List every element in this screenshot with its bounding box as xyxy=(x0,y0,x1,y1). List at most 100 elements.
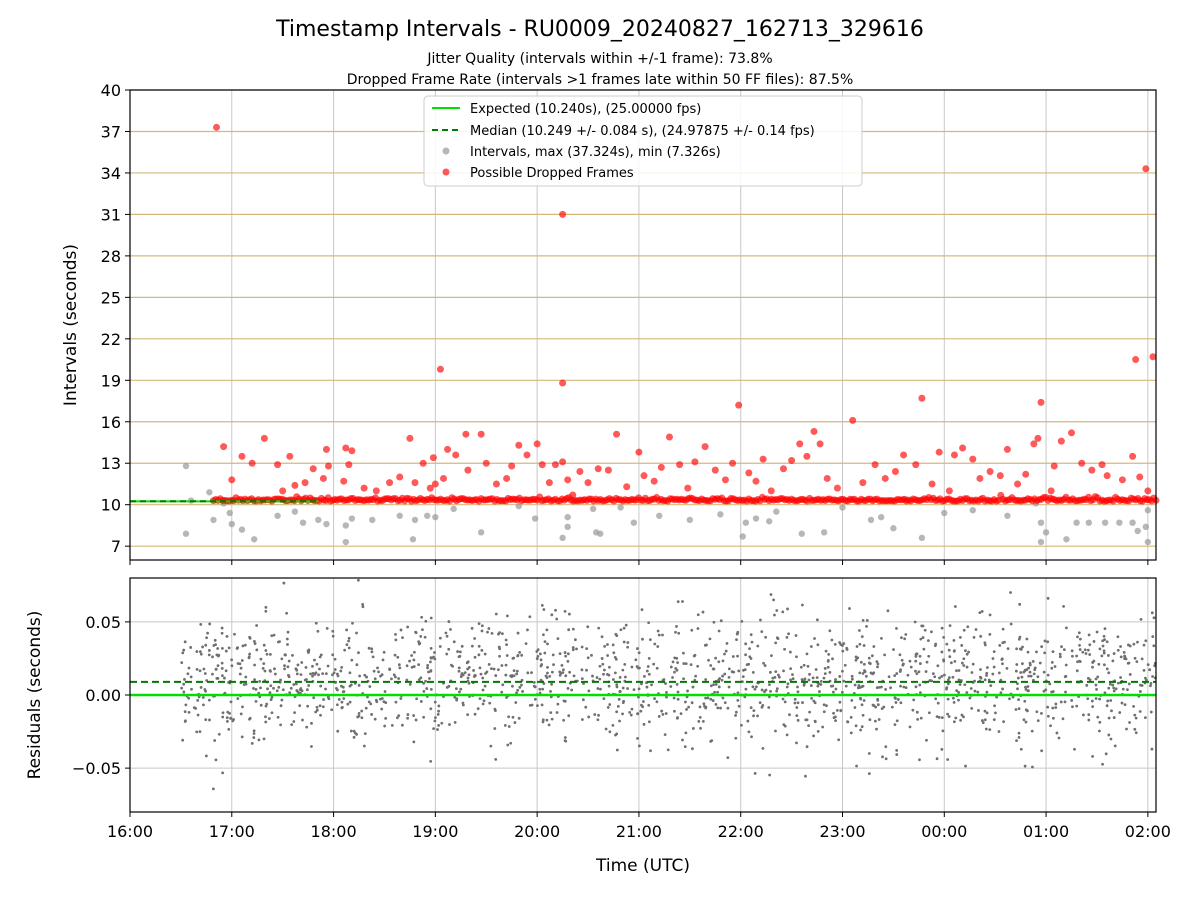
residual-point xyxy=(207,653,211,657)
residual-point xyxy=(808,710,812,714)
residual-point xyxy=(964,764,967,768)
residual-point xyxy=(590,653,593,657)
residual-point xyxy=(861,672,865,675)
residual-point xyxy=(791,673,794,677)
residual-point xyxy=(925,738,928,742)
dropped-frame-point xyxy=(950,451,958,459)
residual-point xyxy=(220,661,224,665)
residual-point xyxy=(429,660,432,664)
residual-point xyxy=(684,731,688,735)
residual-point xyxy=(940,650,944,654)
residual-point xyxy=(970,706,974,710)
residual-point xyxy=(1064,674,1068,678)
y-tick-label: 19 xyxy=(101,371,121,390)
residual-point xyxy=(512,674,516,678)
residual-point xyxy=(357,651,360,655)
y-tick-label: 22 xyxy=(101,330,121,349)
interval-point xyxy=(559,534,566,542)
residual-point xyxy=(563,736,567,739)
residual-point xyxy=(315,705,319,709)
residual-point xyxy=(448,723,451,726)
residual-point xyxy=(703,704,706,708)
residual-point xyxy=(1152,616,1156,620)
dropped-frame-point xyxy=(228,476,236,484)
residual-point xyxy=(538,687,542,691)
residual-point xyxy=(1049,724,1052,728)
residual-point xyxy=(613,655,617,659)
residual-point xyxy=(607,673,611,677)
residual-point xyxy=(1070,654,1074,658)
residual-point xyxy=(626,641,630,644)
residual-point xyxy=(685,708,688,711)
residual-point xyxy=(293,711,296,715)
interval-point xyxy=(1142,523,1150,531)
residual-point xyxy=(248,716,252,720)
residual-point xyxy=(1106,654,1110,657)
residual-point xyxy=(886,609,890,613)
residual-point xyxy=(496,668,500,672)
residual-point xyxy=(244,675,248,679)
residual-point xyxy=(794,634,798,637)
residual-point xyxy=(841,649,845,653)
residual-point xyxy=(1018,635,1022,639)
residual-point xyxy=(648,638,652,642)
residual-point xyxy=(647,672,651,676)
residual-point xyxy=(504,663,508,667)
residual-point xyxy=(793,701,797,705)
dropped-frame-point xyxy=(779,465,787,473)
residual-point xyxy=(1109,737,1113,741)
residual-point xyxy=(422,715,426,719)
interval-point xyxy=(656,512,663,519)
residual-point xyxy=(854,658,858,662)
residual-point xyxy=(509,674,512,678)
residual-point xyxy=(1054,706,1058,709)
residual-point xyxy=(412,740,416,744)
residual-point xyxy=(473,712,477,716)
residual-point xyxy=(273,667,276,671)
residual-point xyxy=(873,719,877,723)
residual-point xyxy=(255,624,259,627)
residual-point xyxy=(980,610,984,613)
residual-point xyxy=(570,688,574,692)
residual-point xyxy=(536,704,539,708)
residual-point xyxy=(720,678,724,682)
residual-point xyxy=(942,658,945,662)
residual-point xyxy=(1138,690,1142,693)
residual-point xyxy=(985,674,988,677)
residual-point xyxy=(350,658,354,662)
residual-point xyxy=(745,663,749,667)
residual-point xyxy=(876,703,880,707)
residual-point xyxy=(1090,699,1094,703)
residual-point xyxy=(563,651,567,654)
residual-point xyxy=(867,752,871,755)
residual-point xyxy=(941,729,945,733)
residual-point xyxy=(530,703,534,707)
residual-point xyxy=(498,647,502,651)
residual-point xyxy=(764,688,768,692)
dropped-frame-point xyxy=(935,448,943,456)
residual-point xyxy=(314,621,318,625)
residual-point xyxy=(830,638,834,642)
residual-point xyxy=(642,700,645,703)
residual-point xyxy=(973,679,976,683)
residual-point xyxy=(334,687,338,690)
residual-point xyxy=(595,676,599,679)
residual-point xyxy=(500,632,504,636)
residual-point xyxy=(566,687,570,690)
residual-point xyxy=(429,687,433,691)
residual-point xyxy=(783,724,787,728)
residual-point xyxy=(458,690,461,694)
residual-point xyxy=(621,701,625,704)
residual-point xyxy=(458,650,462,654)
residual-point xyxy=(1016,676,1020,680)
residual-point xyxy=(814,668,818,671)
residual-point xyxy=(1064,690,1067,694)
residual-point xyxy=(789,667,793,671)
x-tick-label: 21:00 xyxy=(616,822,662,841)
dropped-frame-point xyxy=(721,476,729,484)
residual-point xyxy=(1116,681,1120,685)
residual-point xyxy=(656,645,660,648)
residual-point xyxy=(1114,687,1118,691)
residual-point xyxy=(478,697,482,701)
residual-point xyxy=(1024,685,1027,689)
